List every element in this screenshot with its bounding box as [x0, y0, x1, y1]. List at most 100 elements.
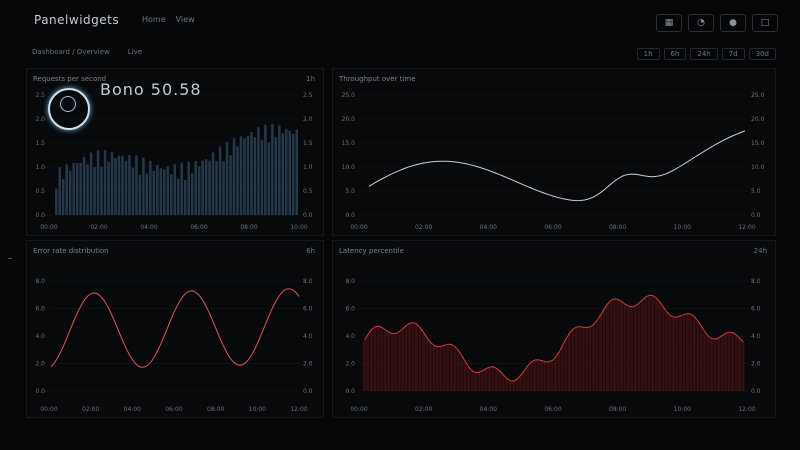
area-bar [727, 332, 731, 391]
area-bar [706, 336, 710, 391]
area-bar [397, 331, 401, 391]
x-tick-label: 06:00 [544, 224, 561, 231]
bar [55, 188, 58, 215]
area-bar [560, 345, 564, 391]
range-1h[interactable]: 1h [636, 48, 660, 60]
bell-icon[interactable]: ◔ [688, 14, 714, 32]
panel-options[interactable]: 24h [753, 247, 767, 255]
y-tick-label-right: 2.0 [751, 361, 761, 368]
bar [61, 179, 65, 215]
area-bar [571, 329, 575, 391]
panel-options[interactable]: 6h [306, 247, 315, 255]
bar [82, 156, 86, 215]
y-tick-label: 1.5 [35, 140, 45, 147]
area-bar [491, 366, 495, 391]
grid-icon[interactable]: ▦ [656, 14, 682, 32]
area-bar [519, 374, 523, 391]
area-bar [654, 298, 658, 391]
panel-options[interactable]: 1h [306, 75, 315, 83]
range-6h[interactable]: 6h [663, 48, 687, 60]
area-bar [383, 329, 387, 391]
area-bar [658, 302, 662, 391]
area-bar [581, 327, 585, 391]
y-tick-label-right: 0.0 [751, 388, 761, 395]
y-tick-label-right: 0.0 [303, 388, 313, 395]
user-icon[interactable]: ● [720, 14, 746, 32]
bar [271, 123, 274, 215]
bar [243, 138, 246, 215]
tab-home[interactable]: Home [142, 15, 166, 24]
y-tick-label: 6.0 [35, 306, 45, 313]
area-bar [477, 372, 481, 391]
tab-view[interactable]: View [175, 15, 195, 24]
series-line [368, 130, 746, 202]
area-bar [578, 326, 582, 391]
x-tick-label: 06:00 [190, 224, 207, 231]
area-bar [734, 334, 738, 391]
area-bar [408, 323, 412, 391]
series-line [364, 294, 744, 382]
area-bar [679, 315, 682, 391]
panel-throughput: Throughput over time 0.0 0.0 5.0 5.0 10.0 10.… [332, 68, 776, 236]
bar [180, 162, 183, 215]
area-bar [717, 337, 721, 391]
x-tick-label: 08:00 [240, 224, 257, 231]
bar [163, 169, 166, 215]
bar [225, 141, 229, 215]
bar [250, 131, 253, 215]
area-bar [474, 372, 477, 391]
bar [239, 136, 243, 215]
area-bar [661, 307, 665, 391]
area-bar [613, 298, 616, 391]
panel-title: Requests per second [33, 75, 107, 83]
area-bar [602, 308, 606, 391]
bar [201, 160, 204, 215]
bar [159, 168, 163, 215]
bar [211, 152, 215, 215]
area-bar [619, 301, 623, 391]
area-bar [567, 333, 571, 391]
bar-chart: 0.0 0.0 0.5 0.5 1.0 1.0 1.5 1.5 2.0 2.0 2.5 2.5 00:… [35, 92, 313, 231]
series-line [50, 288, 300, 368]
area-bar [401, 328, 405, 391]
area-bar [599, 314, 603, 391]
y-tick-label: 1.0 [35, 164, 45, 171]
bar [89, 152, 93, 215]
bar [173, 164, 176, 215]
bar [232, 138, 236, 215]
y-tick-label-right: 6.0 [303, 306, 313, 313]
x-tick-label: 10:00 [674, 224, 691, 231]
area-chart: 0.0 0.0 2.0 2.0 4.0 4.0 6.0 6.0 8.0 8.0 00:00 02:0… [345, 278, 761, 413]
area-bar [557, 351, 561, 391]
range-7d[interactable]: 7d [721, 48, 745, 60]
area-bar [626, 306, 630, 391]
bar [149, 160, 152, 215]
area-bar [540, 360, 543, 391]
bar [285, 128, 288, 215]
bar [170, 174, 173, 215]
range-24h[interactable]: 24h [690, 48, 718, 60]
bar [183, 179, 187, 215]
range-30d[interactable]: 30d [748, 48, 776, 60]
bar [96, 150, 100, 215]
area-bar [366, 333, 370, 391]
breadcrumb[interactable]: Dashboard / Overview [32, 48, 110, 56]
y-tick-label: 0.0 [345, 212, 355, 219]
bar [253, 137, 257, 215]
bar [124, 161, 128, 215]
area-bar [394, 333, 398, 391]
y-tick-label-right: 2.5 [303, 92, 313, 99]
maximize-icon[interactable]: □ [752, 14, 778, 32]
live-label[interactable]: Live [127, 48, 143, 56]
area-bar [428, 342, 432, 391]
area-bar [439, 346, 443, 391]
bar [295, 129, 298, 215]
area-bar [585, 327, 589, 391]
area-bar [512, 380, 516, 391]
area-bar [682, 314, 686, 391]
area-bar [595, 320, 599, 391]
y-tick-label: 8.0 [35, 278, 45, 285]
bar [58, 167, 61, 215]
area-bar [467, 367, 471, 391]
app-title: Panelwidgets [34, 13, 120, 27]
